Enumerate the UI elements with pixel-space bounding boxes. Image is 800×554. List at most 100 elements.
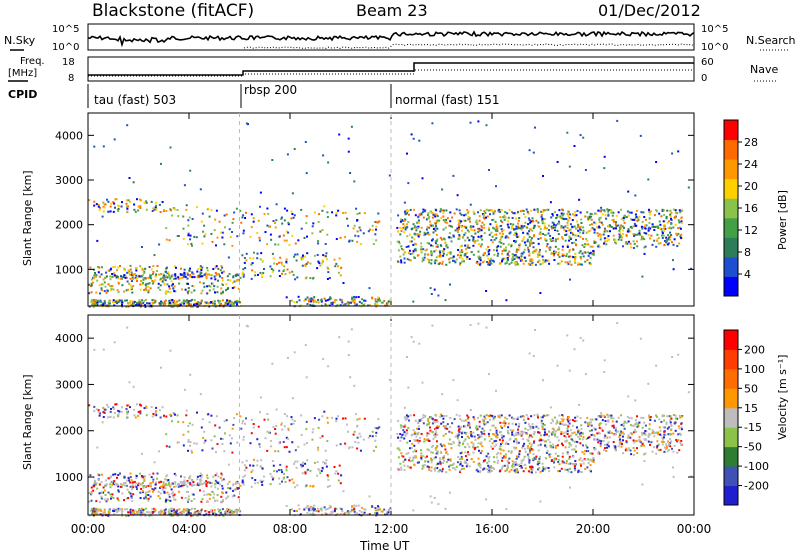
echo-cell [580,263,583,266]
echo-cell [636,452,639,455]
echo-cell [165,475,168,478]
echo-cell [558,256,561,258]
echo-cell [108,511,110,514]
echo-cell [287,221,290,224]
echo-cell [207,481,210,484]
echo-cell [174,274,177,277]
echo-cell [417,225,420,228]
echo-cell [426,241,429,244]
echo-cell [515,441,518,444]
echo-cell [403,437,406,440]
echo-cell [196,268,199,271]
echo-cell [233,286,236,289]
echo-cell [663,450,666,453]
echo-cell [560,467,563,470]
echo-cell [164,291,167,294]
echo-cell [177,485,180,488]
echo-cell [679,211,682,214]
echo-cell [364,299,367,302]
y-tick-label: 2000 [55,219,83,232]
echo-cell [326,416,329,419]
echo-cell [251,469,254,472]
echo-cell [467,230,470,233]
echo-cell [434,419,437,421]
echo-cell [207,413,210,416]
echo-cell [374,300,377,303]
echo-cell [306,296,309,299]
echo-cell [174,290,177,293]
echo-cell [668,433,671,435]
echo-cell [349,301,352,304]
echo-cell [512,256,514,258]
echo-cell [331,301,334,304]
echo-cell [537,468,539,471]
echo-cell [368,304,371,307]
echo-cell [404,416,407,418]
echo-cell [153,301,156,304]
echo-cell [90,490,93,493]
echo-cell [245,252,248,255]
echo-cell [476,227,479,230]
echo-cell [540,439,543,442]
echo-cell [556,229,559,232]
echo-cell [424,456,427,459]
echo-cell [396,226,399,229]
echo-cell [136,302,139,305]
echo-cell [427,423,430,426]
echo-cell [405,452,408,455]
echo-cell [182,215,185,218]
echo-cell [532,151,535,154]
echo-cell [466,256,469,258]
echo-cell [662,414,665,417]
echo-cell [485,455,488,458]
echo-cell [490,239,493,242]
echo-cell [409,414,412,417]
echo-cell [256,252,259,255]
echo-cell [212,512,215,515]
echo-cell [579,432,582,435]
echo-cell [342,211,344,214]
echo-cell [290,423,293,426]
echo-cell [111,273,114,275]
echo-cell [610,211,613,214]
echo-cell [285,260,288,263]
echo-cell [424,414,427,417]
echo-cell [524,450,527,453]
echo-cell [598,452,601,455]
echo-cell [586,446,589,449]
echo-cell [98,474,101,477]
echo-cell [245,211,247,214]
echo-cell [665,217,668,220]
echo-cell [569,278,571,281]
echo-cell [472,239,475,242]
echo-cell [147,282,150,285]
echo-cell [479,245,482,248]
echo-cell [565,460,568,463]
echo-cell [577,234,580,237]
echo-cell [138,483,141,486]
echo-cell [359,435,362,438]
echo-cell [597,452,599,455]
echo-cell [100,513,103,515]
echo-cell [489,257,492,260]
echo-cell [470,251,473,254]
echo-cell [526,445,529,448]
echo-cell [133,208,136,211]
echo-cell [261,260,264,263]
nave-trace [88,69,694,77]
echo-cell [227,287,230,290]
echo-cell [109,285,112,288]
echo-cell [667,449,670,452]
echo-cell [603,443,606,446]
echo-cell [451,464,454,467]
echo-cell [359,229,362,232]
echo-cell [116,476,118,479]
echo-cell [403,464,406,467]
echo-cell [145,201,148,204]
echo-cell [117,281,120,284]
echo-cell [456,433,459,436]
echo-cell [114,412,116,415]
echo-cell [115,509,118,512]
echo-cell [439,244,442,247]
echo-cell [619,441,622,443]
